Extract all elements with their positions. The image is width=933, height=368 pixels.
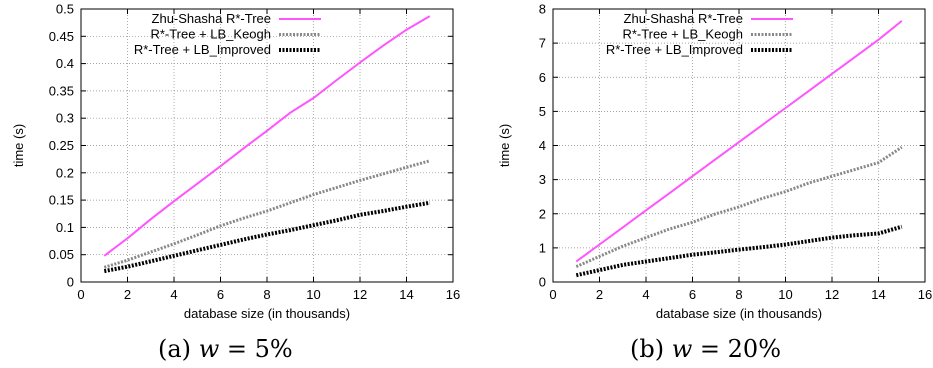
caption-a-value: = 5%	[219, 335, 292, 363]
x-tick-label: 6	[689, 287, 696, 302]
x-tick-label: 10	[306, 287, 320, 302]
y-tick-label: 0.3	[56, 111, 74, 126]
legend-label-2: R*-Tree + LB_Improved	[606, 42, 743, 57]
legend-label-0: Zhu-Shasha R*-Tree	[152, 11, 271, 26]
y-tick-label: 0.2	[56, 165, 74, 180]
series-line-2	[103, 200, 431, 274]
y-tick-label: 3	[539, 172, 546, 187]
x-tick-label: 16	[446, 287, 460, 302]
y-tick-label: 0.4	[56, 56, 74, 71]
y-tick-label: 1	[539, 240, 546, 255]
y-tick-label: 6	[539, 70, 546, 85]
x-tick-label: 2	[596, 287, 603, 302]
legend-label-1: R*-Tree + LB_Keogh	[150, 27, 271, 42]
caption-a-variable: w	[199, 335, 220, 363]
x-tick-label: 0	[549, 287, 556, 302]
x-tick-label: 0	[77, 287, 84, 302]
x-tick-label: 6	[217, 287, 224, 302]
y-tick-label: 5	[539, 104, 546, 119]
x-tick-label: 12	[825, 287, 839, 302]
y-tick-label: 2	[539, 206, 546, 221]
y-tick-label: 7	[539, 36, 546, 51]
y-tick-label: 0.15	[49, 193, 74, 208]
y-tick-label: 8	[539, 2, 546, 17]
x-tick-label: 12	[353, 287, 367, 302]
x-tick-label: 8	[263, 287, 270, 302]
caption-b-prefix: (b)	[630, 335, 664, 363]
x-tick-label: 14	[871, 287, 885, 302]
series-line-0	[575, 20, 903, 263]
caption-a: (a) w = 5%	[158, 335, 293, 363]
y-tick-label: 0.1	[56, 220, 74, 235]
y-axis-label: time (s)	[497, 124, 512, 167]
y-tick-label: 0.25	[49, 138, 74, 153]
x-tick-label: 8	[735, 287, 742, 302]
series-line-0	[103, 15, 431, 257]
x-tick-label: 4	[170, 287, 177, 302]
chart-w-5-percent: 0 2 4 6 8 10 12 14 16 0 0.05 0.1 0.15 0.2 0.25 0.3 0.35 0…	[11, 2, 460, 322]
caption-b-value: = 20%	[692, 335, 781, 363]
x-axis-label: database size (in thousands)	[656, 306, 822, 321]
series-line-1	[575, 145, 903, 268]
legend-label-1: R*-Tree + LB_Keogh	[622, 27, 743, 42]
y-tick-label: 0	[67, 275, 74, 290]
legend-label-2: R*-Tree + LB_Improved	[134, 42, 271, 57]
y-axis-label: time (s)	[11, 124, 26, 167]
y-tick-label: 0.05	[49, 247, 74, 262]
x-tick-label: 2	[124, 287, 131, 302]
x-tick-label: 4	[642, 287, 649, 302]
y-tick-label: 4	[539, 138, 546, 153]
x-axis-label: database size (in thousands)	[184, 306, 350, 321]
x-tick-label: 14	[399, 287, 413, 302]
y-tick-label: 0	[539, 275, 546, 290]
caption-b-variable: w	[672, 335, 693, 363]
y-tick-label: 0.5	[56, 2, 74, 17]
legend-label-0: Zhu-Shasha R*-Tree	[624, 11, 743, 26]
y-tick-label: 0.45	[49, 29, 74, 44]
caption-b: (b) w = 20%	[630, 335, 781, 363]
x-tick-label: 10	[778, 287, 792, 302]
series-line-1	[103, 159, 431, 269]
y-tick-label: 0.35	[49, 83, 74, 98]
caption-a-prefix: (a)	[158, 335, 191, 363]
x-tick-label: 16	[918, 287, 932, 302]
series-line-2	[575, 224, 903, 278]
